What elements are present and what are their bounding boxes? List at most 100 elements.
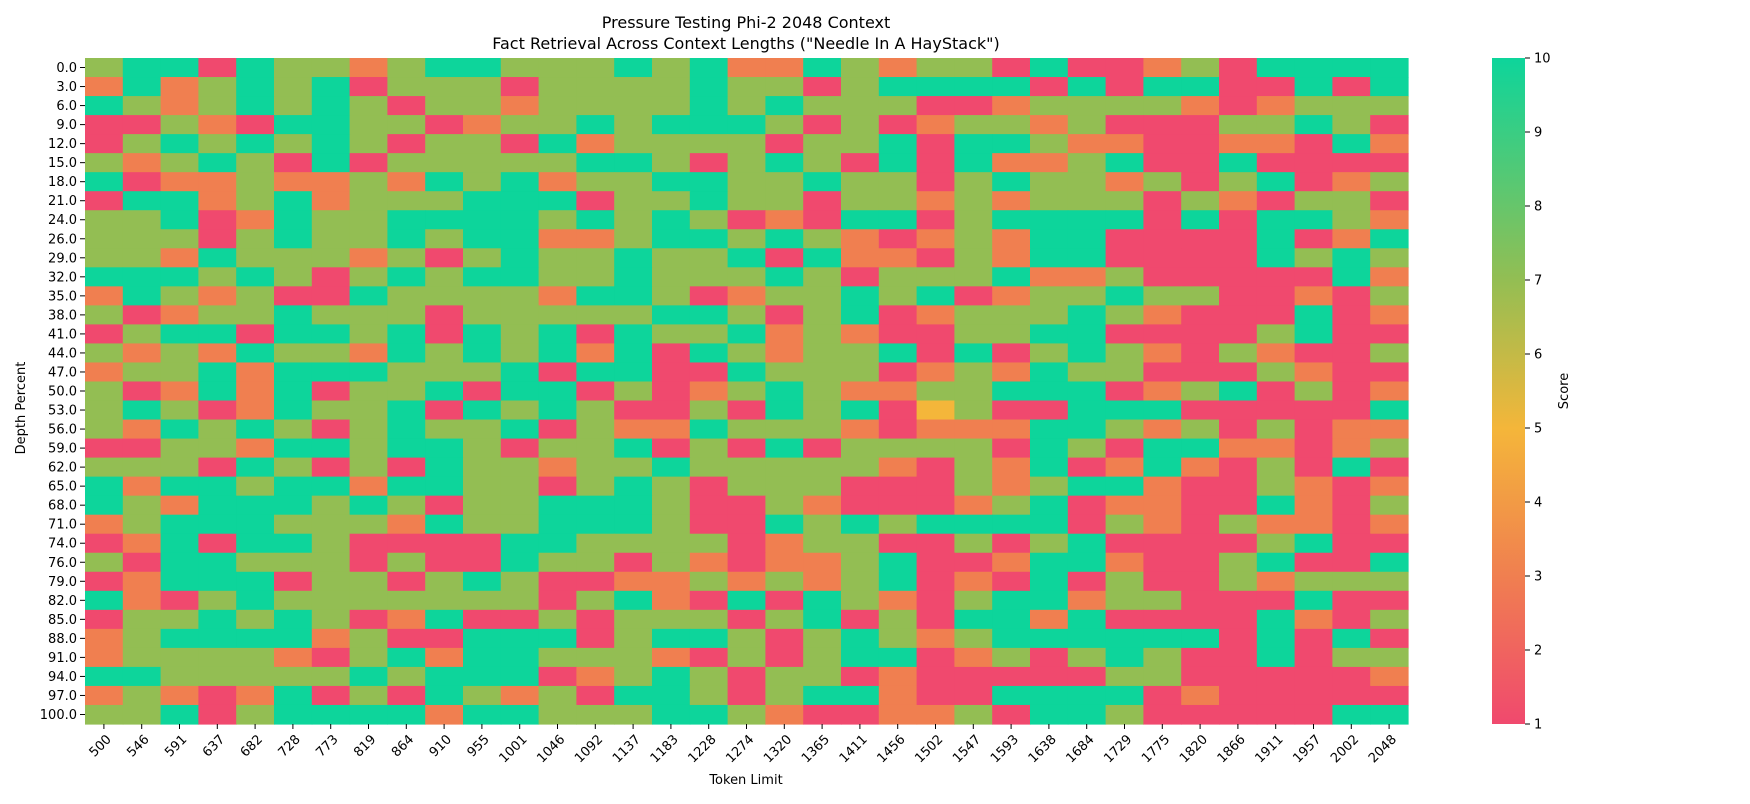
- heatmap-cell: [916, 286, 955, 306]
- heatmap-cell: [85, 153, 124, 173]
- heatmap-cell: [538, 533, 577, 554]
- heatmap-cell: [198, 571, 237, 592]
- heatmap-cell: [614, 704, 653, 725]
- x-tick-label: 1365: [799, 732, 833, 766]
- heatmap-cell: [954, 343, 993, 364]
- heatmap-cell: [538, 115, 577, 135]
- heatmap-cell: [1067, 571, 1107, 592]
- heatmap-cell: [160, 362, 199, 383]
- heatmap-cell: [689, 571, 729, 592]
- heatmap-cell: [1256, 210, 1296, 230]
- heatmap-cell: [387, 381, 426, 402]
- heatmap-cell: [425, 286, 464, 306]
- heatmap-cell: [689, 628, 729, 649]
- heatmap-cell: [1067, 96, 1107, 116]
- heatmap-cell: [160, 305, 199, 325]
- heatmap-cell: [689, 286, 729, 306]
- heatmap-cell: [1332, 134, 1371, 154]
- heatmap-cell: [1067, 191, 1107, 211]
- heatmap-cell: [1294, 248, 1333, 268]
- heatmap-cell: [425, 381, 464, 402]
- heatmap-cell: [1370, 457, 1409, 478]
- heatmap-cell: [652, 58, 691, 78]
- heatmap-cell: [274, 210, 313, 230]
- heatmap-cell: [803, 343, 842, 364]
- heatmap-cell: [1067, 609, 1107, 630]
- heatmap-cell: [311, 343, 351, 364]
- heatmap-cell: [916, 609, 955, 630]
- heatmap-cell: [916, 229, 955, 249]
- heatmap-cell: [122, 229, 162, 249]
- heatmap-cell: [841, 96, 880, 116]
- heatmap-cell: [500, 305, 540, 325]
- heatmap-cell: [538, 58, 577, 78]
- heatmap-cell: [236, 609, 275, 630]
- heatmap-cell: [803, 58, 842, 78]
- x-tick-label: 1411: [837, 732, 871, 766]
- heatmap-cell: [1294, 115, 1333, 135]
- heatmap-cell: [1067, 229, 1107, 249]
- heatmap-cell: [1030, 229, 1069, 249]
- heatmap-cell: [1294, 628, 1333, 649]
- heatmap-cell: [614, 58, 653, 78]
- heatmap-cell: [500, 134, 540, 154]
- heatmap-cell: [236, 685, 275, 706]
- heatmap-cell: [954, 324, 993, 345]
- heatmap-cell: [236, 533, 275, 554]
- heatmap-cell: [85, 58, 124, 78]
- heatmap-cell: [576, 362, 615, 383]
- heatmap-cell: [198, 229, 237, 249]
- heatmap-cell: [85, 286, 124, 306]
- heatmap-cell: [576, 267, 615, 287]
- heatmap-cell: [1105, 438, 1144, 459]
- heatmap-cell: [236, 704, 275, 725]
- heatmap-cell: [1256, 58, 1296, 78]
- heatmap-cell: [85, 457, 124, 478]
- heatmap-cell: [803, 210, 842, 230]
- y-tick-label: 38.0: [48, 308, 77, 323]
- heatmap-cell: [1105, 685, 1144, 706]
- heatmap-cell: [803, 476, 842, 497]
- heatmap-cell: [85, 96, 124, 116]
- heatmap-cell: [387, 324, 426, 345]
- heatmap-cell: [954, 115, 993, 135]
- heatmap-cell: [1370, 476, 1409, 497]
- heatmap-cell: [765, 438, 804, 459]
- heatmap-cell: [576, 552, 615, 573]
- heatmap-cell: [500, 590, 540, 611]
- heatmap-cell: [538, 685, 577, 706]
- heatmap-cell: [765, 96, 804, 116]
- heatmap-cell: [1332, 590, 1371, 611]
- heatmap-cell: [122, 476, 162, 497]
- heatmap-cell: [160, 324, 199, 345]
- heatmap-cell: [1067, 552, 1107, 573]
- heatmap-cell: [122, 172, 162, 192]
- heatmap-cell: [1294, 400, 1333, 421]
- heatmap-cell: [916, 58, 955, 78]
- heatmap-cell: [387, 58, 426, 78]
- heatmap-cell: [274, 229, 313, 249]
- heatmap-cell: [1030, 400, 1069, 421]
- heatmap-cell: [122, 533, 162, 554]
- heatmap-cell: [916, 400, 955, 421]
- heatmap-cell: [1294, 267, 1333, 287]
- heatmap-cell: [236, 647, 275, 668]
- x-tick-label: 591: [162, 732, 190, 760]
- heatmap-cell: [1067, 476, 1107, 497]
- heatmap-cell: [614, 362, 653, 383]
- heatmap-cell: [689, 685, 729, 706]
- heatmap-cell: [954, 153, 993, 173]
- heatmap-cell: [85, 419, 124, 440]
- x-tick-label: 1957: [1290, 732, 1324, 766]
- heatmap-cell: [652, 267, 691, 287]
- heatmap-cell: [538, 647, 577, 668]
- heatmap-cell: [803, 666, 842, 687]
- heatmap-cell: [1030, 457, 1069, 478]
- heatmap-cell: [1030, 267, 1069, 287]
- heatmap-cell: [1219, 191, 1258, 211]
- heatmap-cell: [236, 115, 275, 135]
- heatmap-cell: [803, 419, 842, 440]
- heatmap-cell: [425, 609, 464, 630]
- heatmap-cell: [425, 58, 464, 78]
